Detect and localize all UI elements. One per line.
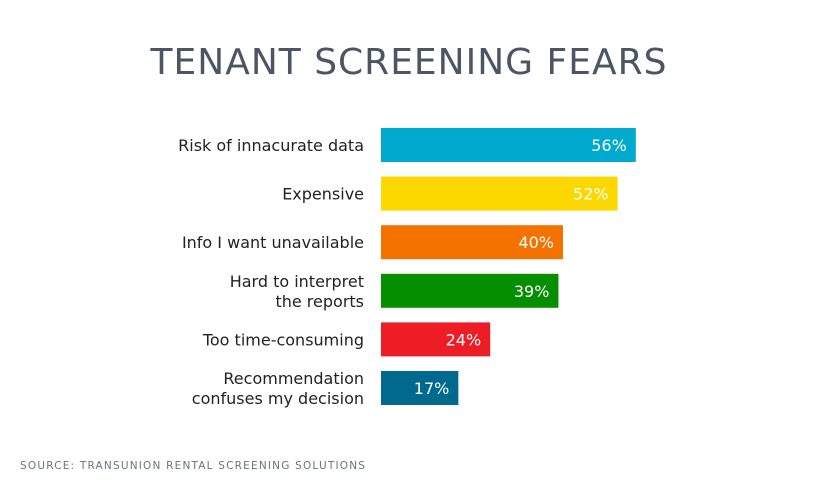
- category-label-3: Hard to interpret the reports: [230, 272, 364, 311]
- category-label-4: Too time-consuming: [202, 330, 364, 349]
- bar-5: [381, 371, 459, 405]
- value-label-1: 52%: [573, 185, 609, 204]
- category-label-5: Recommendation confuses my decision: [192, 369, 364, 408]
- value-label-3: 39%: [514, 282, 550, 301]
- value-label-4: 24%: [446, 330, 482, 349]
- bar-4: [381, 322, 491, 357]
- bar-3: [381, 273, 559, 308]
- bar-2: [381, 225, 563, 260]
- source-note: SOURCE: TRANSUNION RENTAL SCREENING SOLU…: [20, 460, 367, 472]
- category-label-0: Risk of innacurate data: [178, 136, 364, 155]
- value-label-0: 56%: [591, 136, 627, 155]
- category-label-2: Info I want unavailable: [182, 233, 364, 252]
- chart-title: TENANT SCREENING FEARS: [150, 42, 668, 83]
- value-label-5: 17%: [414, 379, 450, 398]
- value-label-2: 40%: [518, 233, 554, 252]
- category-label-1: Expensive: [282, 185, 364, 204]
- bar-1: [381, 176, 618, 211]
- bar-0: [381, 128, 636, 162]
